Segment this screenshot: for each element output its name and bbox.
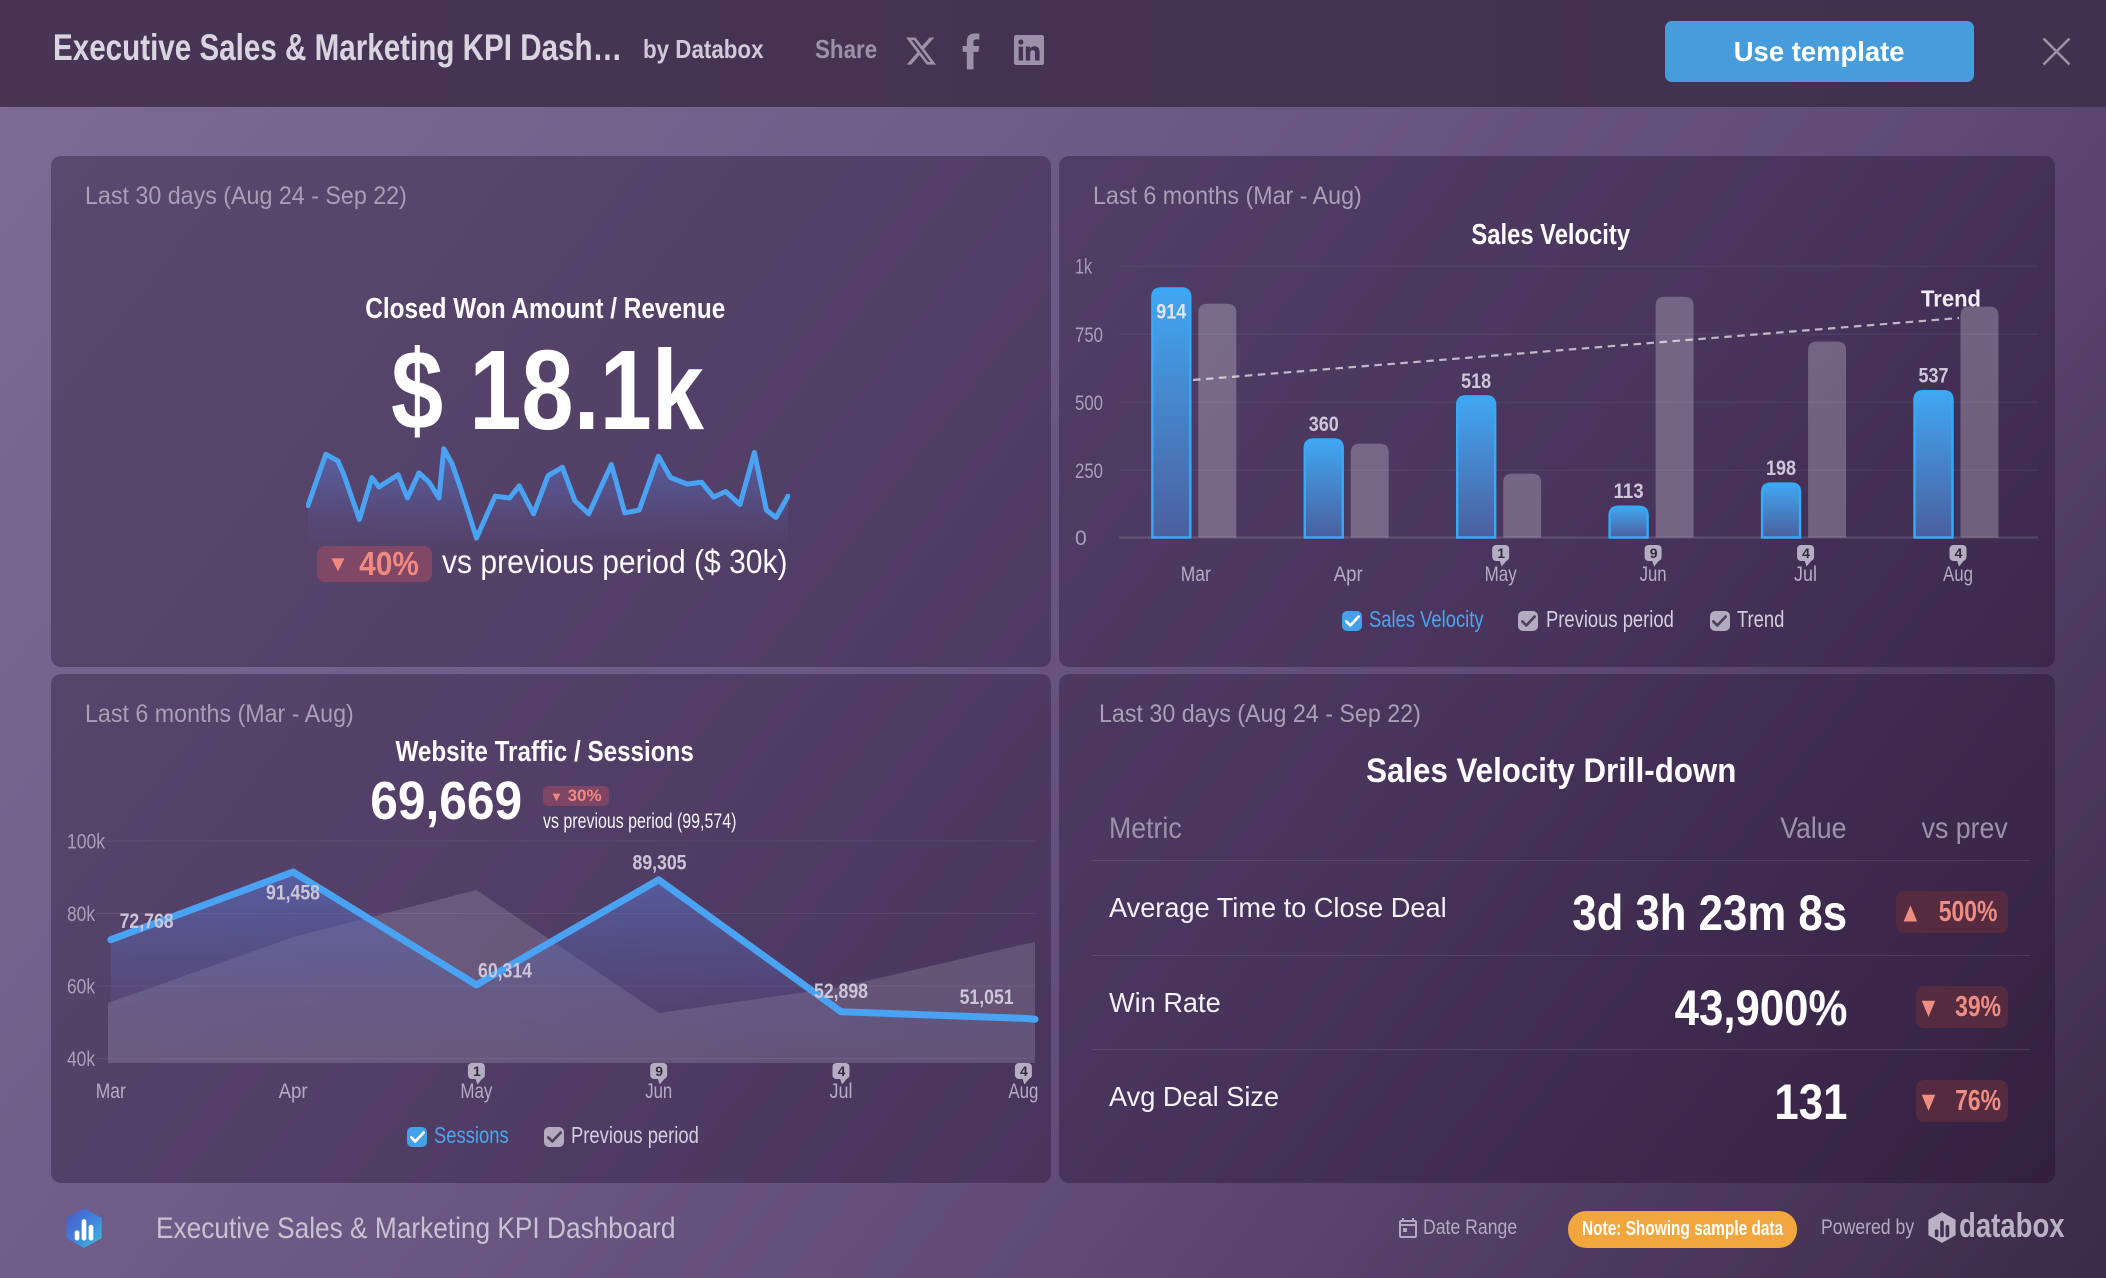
svg-text:360: 360 [1309, 412, 1339, 436]
svg-text:Mar: Mar [1181, 563, 1211, 586]
svg-text:9: 9 [655, 1063, 663, 1079]
svg-text:518: 518 [1461, 369, 1491, 393]
svg-text:Apr: Apr [1334, 563, 1363, 586]
svg-text:51,051: 51,051 [960, 985, 1014, 1009]
svg-text:May: May [1485, 563, 1517, 586]
svg-text:750: 750 [1075, 324, 1103, 347]
svg-text:500: 500 [1075, 392, 1103, 415]
svg-text:60k: 60k [67, 976, 95, 999]
svg-text:914: 914 [1156, 299, 1186, 323]
svg-text:89,305: 89,305 [633, 851, 687, 875]
svg-text:Apr: Apr [279, 1080, 308, 1103]
svg-text:198: 198 [1766, 456, 1796, 480]
svg-text:250: 250 [1075, 460, 1103, 483]
svg-text:72,768: 72,768 [120, 909, 174, 933]
svg-text:Aug: Aug [1008, 1080, 1038, 1103]
svg-text:Jul: Jul [1794, 563, 1817, 586]
svg-text:80k: 80k [67, 903, 95, 926]
svg-text:Aug: Aug [1943, 563, 1973, 586]
svg-text:1k: 1k [1075, 256, 1092, 279]
svg-text:100k: 100k [67, 831, 105, 854]
svg-text:Jun: Jun [1640, 563, 1667, 586]
svg-text:1: 1 [1497, 545, 1505, 561]
svg-text:40k: 40k [67, 1048, 95, 1071]
svg-text:9: 9 [1650, 545, 1658, 561]
svg-text:Jul: Jul [830, 1080, 853, 1103]
svg-text:60,314: 60,314 [478, 959, 532, 983]
svg-text:0: 0 [1075, 527, 1087, 550]
svg-text:52,898: 52,898 [814, 979, 868, 1003]
svg-text:91,458: 91,458 [266, 880, 320, 904]
svg-text:537: 537 [1919, 364, 1949, 388]
svg-text:113: 113 [1614, 479, 1644, 503]
svg-text:Mar: Mar [96, 1080, 126, 1103]
svg-text:4: 4 [1020, 1063, 1028, 1079]
svg-text:Jun: Jun [645, 1080, 672, 1103]
svg-text:May: May [460, 1080, 492, 1103]
svg-text:4: 4 [1802, 545, 1810, 561]
svg-text:4: 4 [1955, 545, 1963, 561]
svg-text:1: 1 [473, 1063, 481, 1079]
svg-text:4: 4 [838, 1063, 846, 1079]
svg-text:Trend: Trend [1921, 286, 1981, 312]
